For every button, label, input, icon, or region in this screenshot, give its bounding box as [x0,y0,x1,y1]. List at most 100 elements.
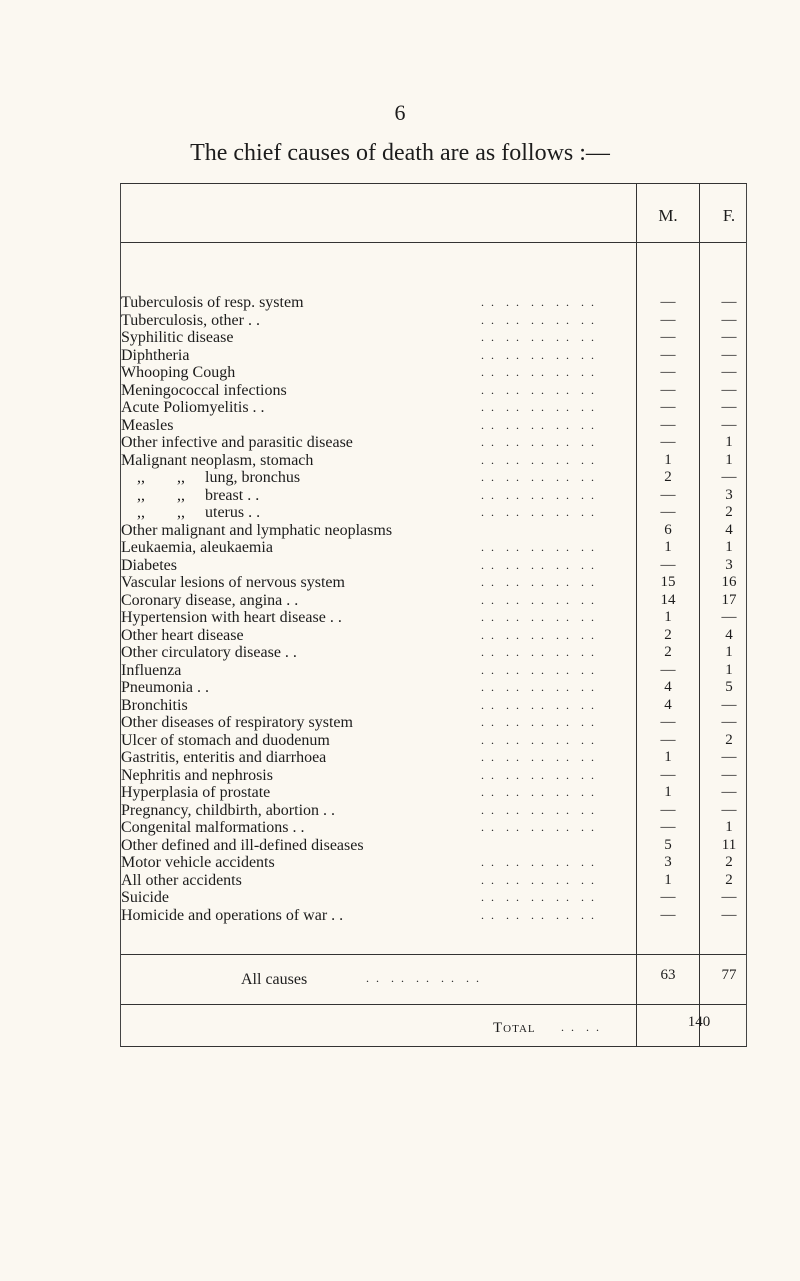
cause-label: Homicide and operations of war . . [121,906,344,924]
female-count: — [721,329,737,345]
table-row: Suicide . . . . . . . . . . — — [121,889,746,907]
cause-label: Gastritis, enteritis and diarrhoea [121,749,327,766]
male-count: 5 [664,836,672,853]
leader-dots: . . . . . . . . . . [481,610,596,624]
table-row: Pneumonia . . . . . . . . . . . . 4 5 [121,679,746,697]
male-count: 15 [660,574,676,590]
table-row: Other diseases of respiratory system . . … [121,714,746,732]
table-row: Congenital malformations . . . . . . . . … [121,819,746,837]
cause-label: Other heart disease [121,626,244,644]
cause-label: Coronary disease, angina . . [121,591,299,609]
all-causes-label: All causes [241,971,308,988]
cause-label: Suicide [121,889,169,906]
male-count: — [660,364,676,380]
cause-label: Hypertension with heart disease . . [121,609,342,626]
causes-of-death-table: M. F. Tuberculosis of resp. system . . . … [120,183,747,1047]
female-count: — [721,749,737,765]
cause-label: Other circulatory disease . . [121,644,297,661]
male-count: 4 [664,696,672,713]
male-count: 14 [660,591,676,608]
cause-label: ,, ,, breast . . [121,486,260,504]
table-row: Influenza . . . . . . . . . . — 1 [121,662,746,680]
table-row: Hypertension with heart disease . . . . .… [121,609,746,627]
table-row: Syphilitic disease . . . . . . . . . . — — [121,329,746,347]
female-count: 17 [721,591,737,608]
leader-dots: . . . . . . . . . . [481,802,596,817]
subtotal-rule [121,954,746,955]
male-count: — [660,294,676,310]
male-count: 1 [664,539,672,555]
table-row: Diphtheria . . . . . . . . . . — — [121,347,746,365]
male-count: 2 [664,469,672,485]
cause-label: ,, ,, lung, bronchus [121,469,301,486]
table-row: Tuberculosis, other . . . . . . . . . . .… [121,312,746,330]
cause-label: Syphilitic disease [121,329,234,346]
cause-label: Tuberculosis of resp. system [121,294,304,311]
table-row: Leukaemia, aleukaemia . . . . . . . . . .… [121,539,746,557]
male-count: — [660,801,676,818]
cause-label: Measles [121,416,174,434]
table-row: Acute Poliomyelitis . . . . . . . . . . .… [121,399,746,417]
male-count: — [660,486,676,503]
female-count: 1 [725,434,733,450]
all-causes-f: 77 [721,967,737,983]
cause-label: Acute Poliomyelitis . . [121,399,265,416]
female-count: — [721,766,737,783]
male-count: 6 [664,521,672,538]
female-count: — [721,801,737,818]
leader-dots: . . . . . . . . . . [481,505,596,519]
male-count: — [660,416,676,433]
cause-label: Other malignant and lymphatic neoplasms [121,521,393,539]
leader-dots: . . . . . . . . . . [481,855,596,869]
column-divider [636,184,637,1046]
cause-label: Leukaemia, aleukaemia [121,539,273,556]
column-divider [699,184,700,1046]
leader-dots: . . . . . . . . . . [481,400,596,414]
table-row: Hyperplasia of prostate . . . . . . . . .… [121,784,746,802]
male-count: — [660,381,676,398]
cause-label: Meningococcal infections [121,381,287,399]
cause-label: Influenza [121,661,182,679]
male-count: 1 [664,871,672,888]
leader-dots: . . . . . . . . . . [481,907,596,922]
leader-dots: . . . . . . . . . . [481,452,596,467]
total-rule [121,1004,746,1005]
cause-label: All other accidents [121,871,242,889]
female-count: — [721,609,737,625]
leader-dots: . . . . . . . . . . [481,890,596,904]
leader-dots: . . . . . . . . . . [481,417,596,432]
table-row: All other accidents . . . . . . . . . . 1 2 [121,872,746,890]
all-causes-m: 63 [660,967,676,983]
table-row: Nephritis and nephrosis . . . . . . . . .… [121,767,746,785]
female-count: 2 [725,854,733,870]
male-count: 1 [664,784,672,800]
male-count: 2 [664,644,672,660]
leader-dots: . . . . . . . . . . [481,347,596,362]
header-rule [121,242,746,243]
male-count: 1 [664,749,672,765]
leader-dots: . . . . . . . . . . [481,680,596,694]
leader-dots: . . . . . . . . . . [481,715,596,729]
table-row: Motor vehicle accidents . . . . . . . . .… [121,854,746,872]
female-count: — [721,346,737,363]
female-count: — [721,399,737,415]
male-count: — [660,434,676,450]
page-number: 6 [394,100,406,125]
female-count: 1 [725,644,733,660]
leader-dots: . . . . . . . . . . [481,470,596,484]
female-count: — [721,364,737,380]
female-count: 16 [721,574,737,590]
leader-dots: . . . . . . . . . . [481,872,596,887]
female-count: 4 [725,521,733,538]
male-count: — [660,504,676,520]
cause-label: Motor vehicle accidents [121,854,275,871]
leader-dots: . . . . . . . . . . [481,540,596,554]
female-count: — [721,311,737,328]
male-count: 3 [664,854,672,870]
female-count: 1 [725,661,733,678]
male-count: 2 [664,626,672,643]
leader-dots: . . . . . . . . . . [481,365,596,379]
leader-dots: . . . . . . . . . . [481,330,596,344]
total-label: Total [493,1020,536,1036]
